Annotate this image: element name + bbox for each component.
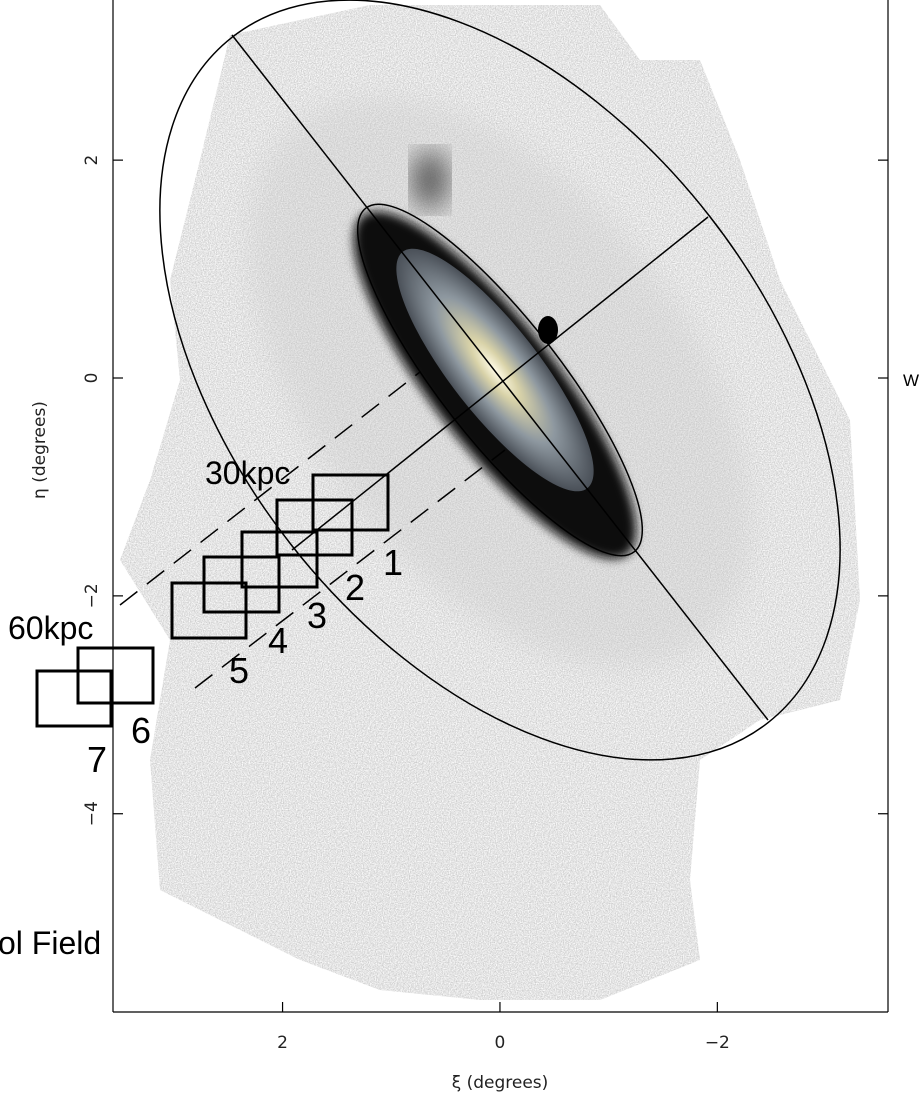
field-label: 4 <box>268 620 288 661</box>
field-label: 3 <box>307 595 327 636</box>
major-axis <box>231 34 769 721</box>
annotation: 30kpc <box>205 455 290 491</box>
annotation: 60kpc <box>8 610 93 646</box>
field-box <box>170 581 248 640</box>
field-box <box>275 498 354 557</box>
x-tick-label: 0 <box>495 1033 506 1053</box>
annotation: W <box>903 371 919 390</box>
x-tick-label: −2 <box>705 1033 730 1053</box>
dashed-line <box>194 449 506 689</box>
fields: 1 2 3 4 5 6 7 30kpc 60kpc ol Field W <box>0 371 919 961</box>
field-label: 1 <box>383 542 403 583</box>
dashed-line <box>119 371 421 606</box>
field-box <box>76 646 155 705</box>
outer-ellipse <box>159 0 841 761</box>
annotation: ol Field <box>0 925 101 961</box>
field-label: 6 <box>131 710 151 751</box>
field-label: 5 <box>229 650 249 691</box>
y-tick-label: −2 <box>82 583 102 608</box>
y-tick-label: 0 <box>82 373 102 384</box>
y-tick-label: −4 <box>82 801 102 826</box>
field-label: 2 <box>345 567 365 608</box>
inner-ellipse <box>356 203 644 557</box>
field-label: 7 <box>87 739 107 780</box>
survey-footprint <box>120 5 860 1000</box>
y-tick-label: 2 <box>82 155 102 166</box>
overlay <box>119 0 841 761</box>
x-axis-label: ξ (degrees) <box>452 1073 549 1093</box>
x-tick-label: 2 <box>277 1033 288 1053</box>
minor-axis <box>291 216 709 551</box>
y-axis-label: η (degrees) <box>30 401 50 499</box>
field-box <box>35 669 113 728</box>
